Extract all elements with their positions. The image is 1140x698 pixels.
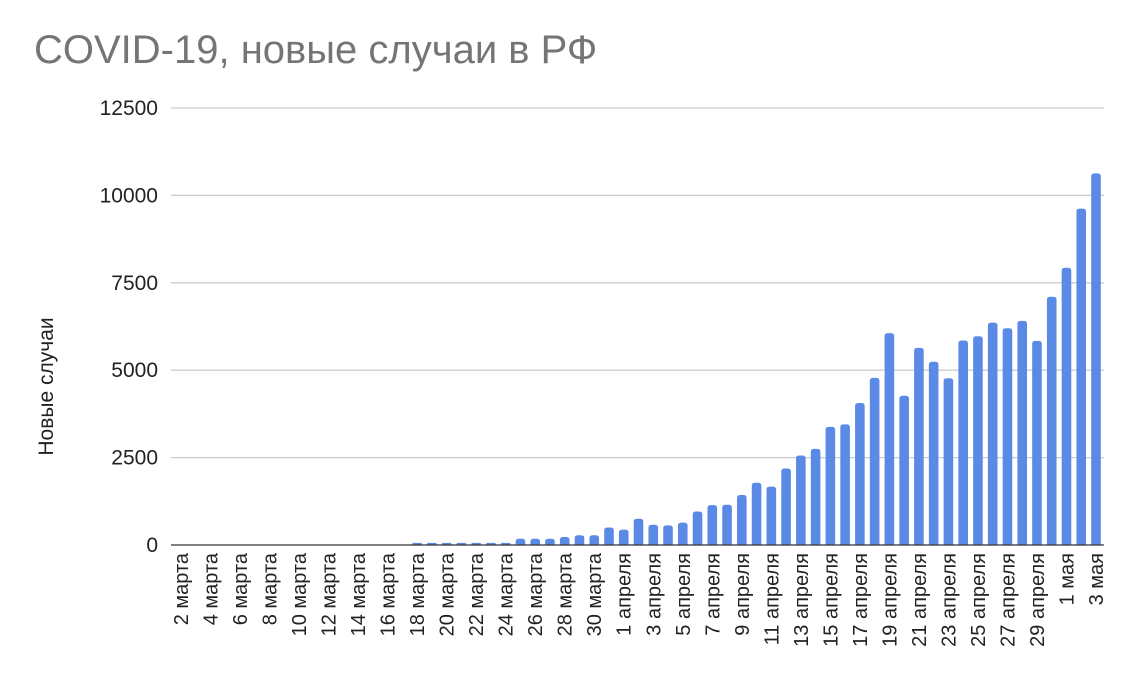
bar (604, 527, 614, 545)
y-tick-label: 10000 (100, 184, 158, 207)
bar (559, 536, 570, 545)
x-tick-label: 8 марта (260, 552, 282, 625)
x-tick-label: 22 марта (466, 552, 488, 636)
bar (1017, 320, 1028, 545)
bar (1061, 267, 1072, 545)
chart-title: COVID-19, новые случаи в РФ (34, 28, 598, 72)
bar (825, 426, 836, 545)
bar (958, 340, 968, 545)
bar (737, 495, 747, 545)
bar (692, 511, 703, 545)
x-tick-label: 30 марта (584, 552, 606, 636)
x-tick-label: 14 марта (348, 552, 370, 636)
x-tick-label: 17 апреля (850, 553, 872, 647)
bar (1002, 328, 1013, 545)
x-tick-label: 20 марта (437, 552, 459, 636)
x-tick-label: 21 апреля (909, 553, 931, 647)
x-tick-label: 11 апреля (761, 553, 783, 645)
bar (751, 482, 762, 545)
bar (855, 403, 865, 545)
bar (914, 347, 924, 545)
x-tick-label: 1 апреля (614, 553, 636, 636)
y-tick-label: 12500 (100, 97, 158, 120)
x-tick-label: 10 марта (289, 552, 311, 636)
x-tick-label: 3 мая (1086, 553, 1108, 605)
bar (899, 395, 909, 545)
x-tick-label: 25 апреля (968, 553, 990, 647)
bar (973, 336, 983, 545)
bar (884, 333, 895, 545)
x-tick-label: 5 апреля (673, 553, 695, 636)
bar (589, 535, 600, 545)
x-tick-label: 2 марта (171, 552, 193, 625)
bar (869, 377, 880, 545)
bar (515, 538, 526, 545)
x-tick-label: 18 марта (407, 552, 429, 636)
x-tick-label: 7 апреля (702, 553, 724, 636)
x-tick-label: 15 апреля (820, 553, 842, 647)
bar (722, 504, 732, 545)
x-tick-label: 27 апреля (997, 553, 1019, 647)
x-tick-label: 6 марта (230, 552, 252, 625)
x-tick-label: 16 марта (378, 552, 400, 636)
bar (766, 486, 777, 545)
bar (677, 522, 688, 545)
x-tick-label: 9 апреля (732, 553, 754, 636)
bar (648, 524, 659, 545)
bar (840, 424, 850, 545)
x-tick-label: 23 апреля (938, 553, 960, 647)
bar (1046, 296, 1057, 545)
x-tick-label: 26 марта (525, 552, 547, 636)
x-tick-label: 28 марта (555, 552, 577, 636)
x-tick-label: 13 апреля (791, 553, 813, 647)
x-tick-label: 1 мая (1056, 553, 1078, 605)
bar (1091, 173, 1101, 546)
x-tick-label: 19 апреля (879, 553, 901, 647)
bar (633, 518, 644, 545)
y-tick-label: 0 (146, 534, 158, 557)
x-tick-label: 24 марта (496, 552, 518, 636)
bar (796, 455, 806, 545)
y-axis-title: Новые случаи (35, 317, 58, 455)
bar (545, 538, 555, 545)
bar (707, 505, 718, 545)
bar (781, 468, 791, 545)
bar (618, 529, 629, 545)
x-tick-label: 3 апреля (643, 553, 665, 636)
bar (987, 322, 998, 545)
bar (1076, 208, 1087, 545)
bar (943, 378, 954, 545)
bar (928, 361, 939, 545)
y-tick-label: 7500 (111, 272, 158, 295)
bar (663, 525, 673, 545)
bar (1032, 340, 1042, 545)
bar (574, 535, 585, 545)
x-tick-label: 29 апреля (1027, 553, 1049, 647)
y-tick-label: 5000 (111, 359, 158, 382)
bar (810, 448, 821, 545)
y-tick-label: 2500 (111, 447, 158, 470)
bar (530, 538, 540, 545)
x-tick-label: 12 марта (319, 552, 341, 636)
x-tick-label: 4 марта (201, 552, 223, 625)
